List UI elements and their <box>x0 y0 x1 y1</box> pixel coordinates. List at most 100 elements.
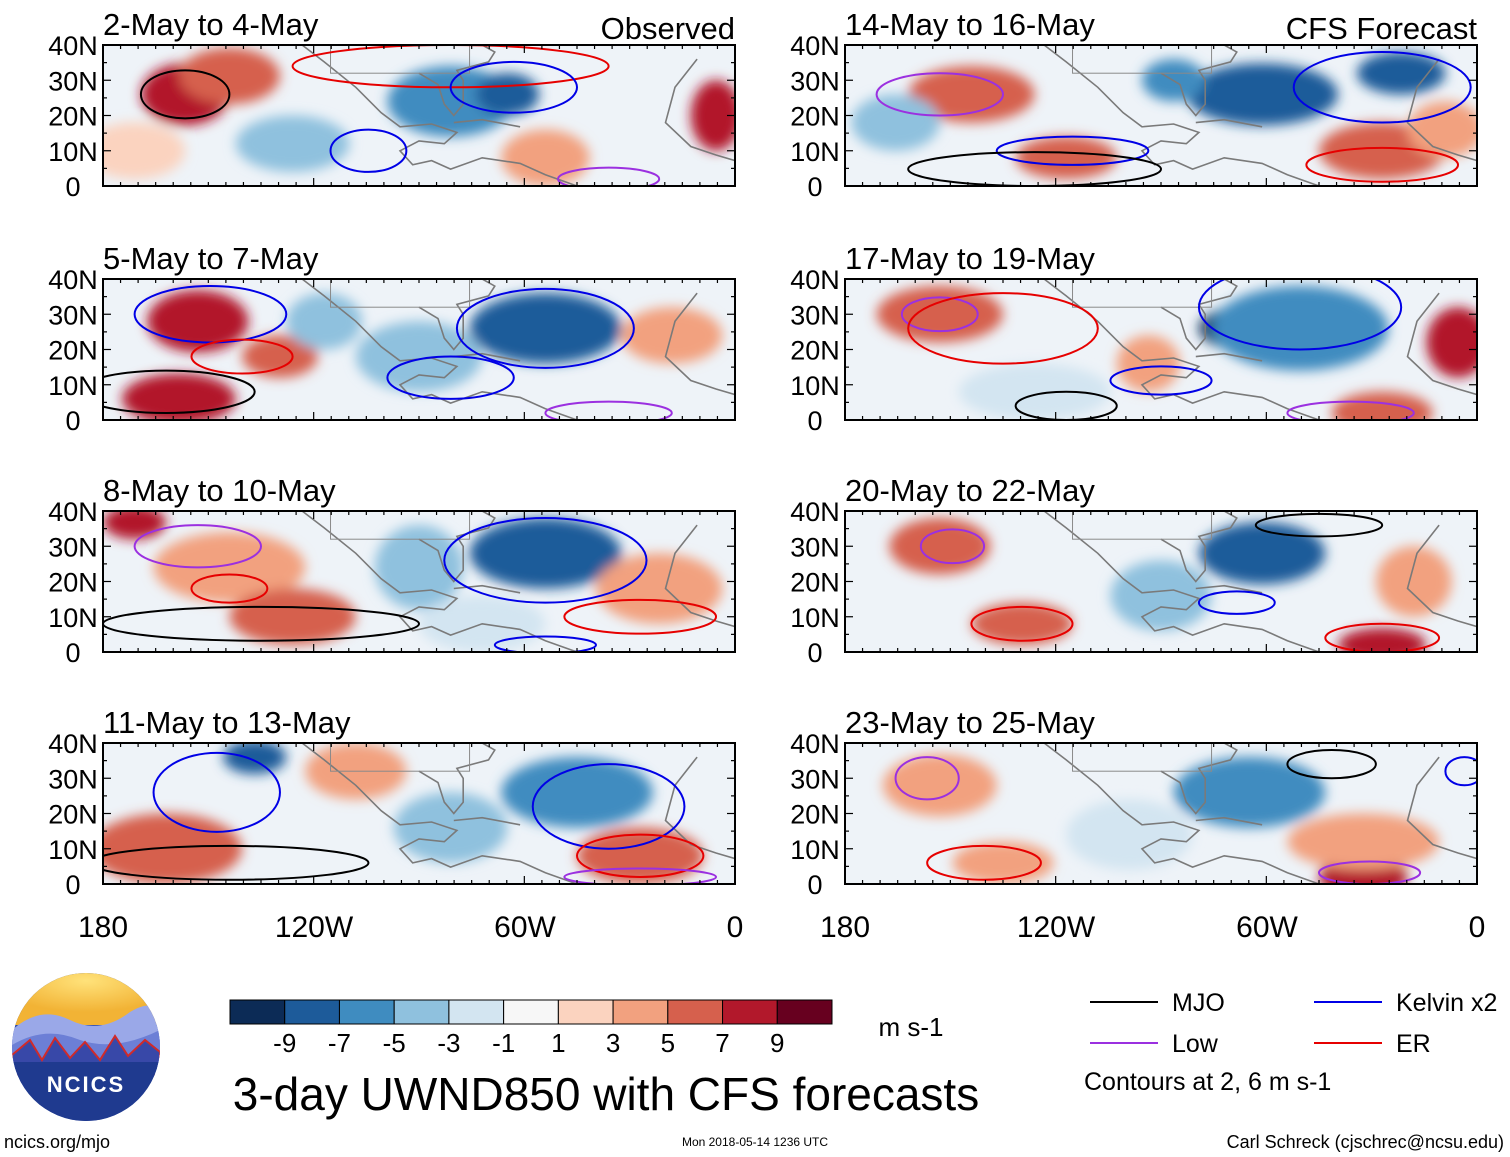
wave-contours <box>103 285 673 420</box>
panel-ticks <box>844 44 1478 187</box>
wave-contours <box>103 751 718 884</box>
colorbar-tick-label: 3 <box>606 1028 620 1058</box>
wave-contour <box>190 338 294 375</box>
wave-contour <box>1197 590 1276 615</box>
x-tick-label: 120W <box>1017 911 1096 944</box>
legend-label: Kelvin x2 <box>1396 989 1497 1017</box>
coastline <box>1406 292 1477 396</box>
y-tick-label: 10N <box>48 603 98 633</box>
panel-p5: 40N 30N 20N 10N 0 14-May to 16-May CFS Forecas… <box>790 7 1478 202</box>
wave-contour <box>1292 51 1472 124</box>
colorbar-swatch <box>722 999 778 1025</box>
panel-field <box>845 45 1477 186</box>
x-axis-right: 180 120W 60W 0 <box>820 911 1485 944</box>
colorbar-tick-label: 1 <box>551 1028 565 1058</box>
panel-title: 17-May to 19-May <box>845 241 1095 276</box>
coastlines <box>1043 743 1477 884</box>
footer-timestamp: Mon 2018-05-14 1236 UTC <box>682 1135 828 1149</box>
wave-contour <box>1109 365 1213 396</box>
us-states <box>330 279 471 308</box>
coastline <box>1160 279 1238 351</box>
y-tick-label: 0 <box>65 172 80 202</box>
wave-contour <box>103 844 370 881</box>
x-tick-label: 120W <box>275 911 354 944</box>
panel-p7: 40N 30N 20N 10N 0 20-May to 22-May <box>790 473 1478 668</box>
anomaly-blob-core <box>259 344 301 369</box>
anomaly-blob-core <box>237 747 273 767</box>
y-tick-label: 20N <box>790 102 840 132</box>
y-tick-label: 0 <box>65 870 80 900</box>
coastline <box>1043 45 1320 186</box>
wave-contour <box>894 756 960 801</box>
anomaly-blob-core <box>394 544 444 591</box>
panel-ticks <box>102 44 736 187</box>
y-tick-label: 30N <box>790 764 840 794</box>
anomaly-blob-core <box>257 601 328 633</box>
wave-contour <box>103 605 420 642</box>
coastlines <box>301 45 735 186</box>
y-tick-label: 10N <box>48 137 98 167</box>
anomaly-blob-core <box>384 337 454 376</box>
y-tick-label: 10N <box>48 835 98 865</box>
wave-contour <box>386 355 515 400</box>
colorbar-tick-label: 5 <box>661 1028 675 1058</box>
wave-contour <box>1286 749 1377 780</box>
coastline <box>664 524 735 628</box>
y-tick-label: 10N <box>790 137 840 167</box>
anomaly-blob-core <box>1424 114 1467 146</box>
legend-note: Contours at 2, 6 m s-1 <box>1084 1068 1331 1096</box>
chart-title: 3-day UWND850 with CFS forecasts <box>233 1068 979 1120</box>
anomaly-blob-core <box>169 304 226 339</box>
y-tick-label: 30N <box>790 66 840 96</box>
anomaly-blob-core <box>521 142 570 174</box>
y-tick-label: 20N <box>48 102 98 132</box>
anomaly-blob-core <box>535 772 619 812</box>
y-tick-label: 10N <box>48 371 98 401</box>
wave-contour <box>455 287 635 369</box>
wave-contour <box>926 844 1042 881</box>
y-tick-label: 0 <box>65 638 80 668</box>
colorbar-tick-label: -9 <box>273 1028 296 1058</box>
x-tick-label: 180 <box>820 911 870 944</box>
wave-contour <box>1444 756 1477 787</box>
anomaly-blob-core <box>261 128 324 160</box>
coastline <box>301 45 578 186</box>
wind-anomaly-field <box>876 286 1477 420</box>
y-tick-label: 0 <box>807 172 822 202</box>
y-tick-label: 30N <box>48 764 98 794</box>
coastline <box>453 352 521 362</box>
anomaly-blob-core <box>147 384 211 413</box>
coastline <box>418 45 496 117</box>
wave-contour <box>190 573 269 604</box>
anomaly-blob-core <box>1357 635 1407 652</box>
wave-contour <box>919 528 986 565</box>
legend-label: ER <box>1396 1030 1431 1058</box>
x-tick-label: 60W <box>494 911 556 944</box>
anomaly-blob-core <box>911 530 968 562</box>
coastline <box>301 511 578 652</box>
colorbar-swatch <box>667 999 724 1025</box>
wave-contour <box>970 605 1074 642</box>
anomaly-blob-core <box>1207 772 1292 812</box>
y-tick-label: 40N <box>790 265 840 295</box>
colorbar-tick-label: -7 <box>328 1028 351 1058</box>
y-tick-label: 0 <box>807 638 822 668</box>
panel-title: 8-May to 10-May <box>103 473 336 508</box>
anomaly-blob-core <box>1347 135 1417 167</box>
coastline <box>1160 45 1238 117</box>
coastline <box>1160 743 1238 815</box>
anomaly-blob-core <box>1038 146 1095 170</box>
us-states <box>1072 743 1213 772</box>
colorbar-swatch <box>338 999 395 1025</box>
colorbar-swatch <box>503 999 559 1025</box>
y-tick-label: 10N <box>790 835 840 865</box>
y-tick-label: 10N <box>790 371 840 401</box>
wave-contour <box>563 598 718 635</box>
y-tick-label: 30N <box>790 532 840 562</box>
panel-p3: 40N 30N 20N 10N 0 8-May to 10-May <box>48 473 736 668</box>
anomaly-blob-core <box>1321 826 1405 858</box>
y-tick-label: 30N <box>48 300 98 330</box>
wind-anomaly-field <box>882 754 1440 884</box>
wave-contour <box>493 635 597 652</box>
colorbar-swatch <box>448 999 505 1025</box>
